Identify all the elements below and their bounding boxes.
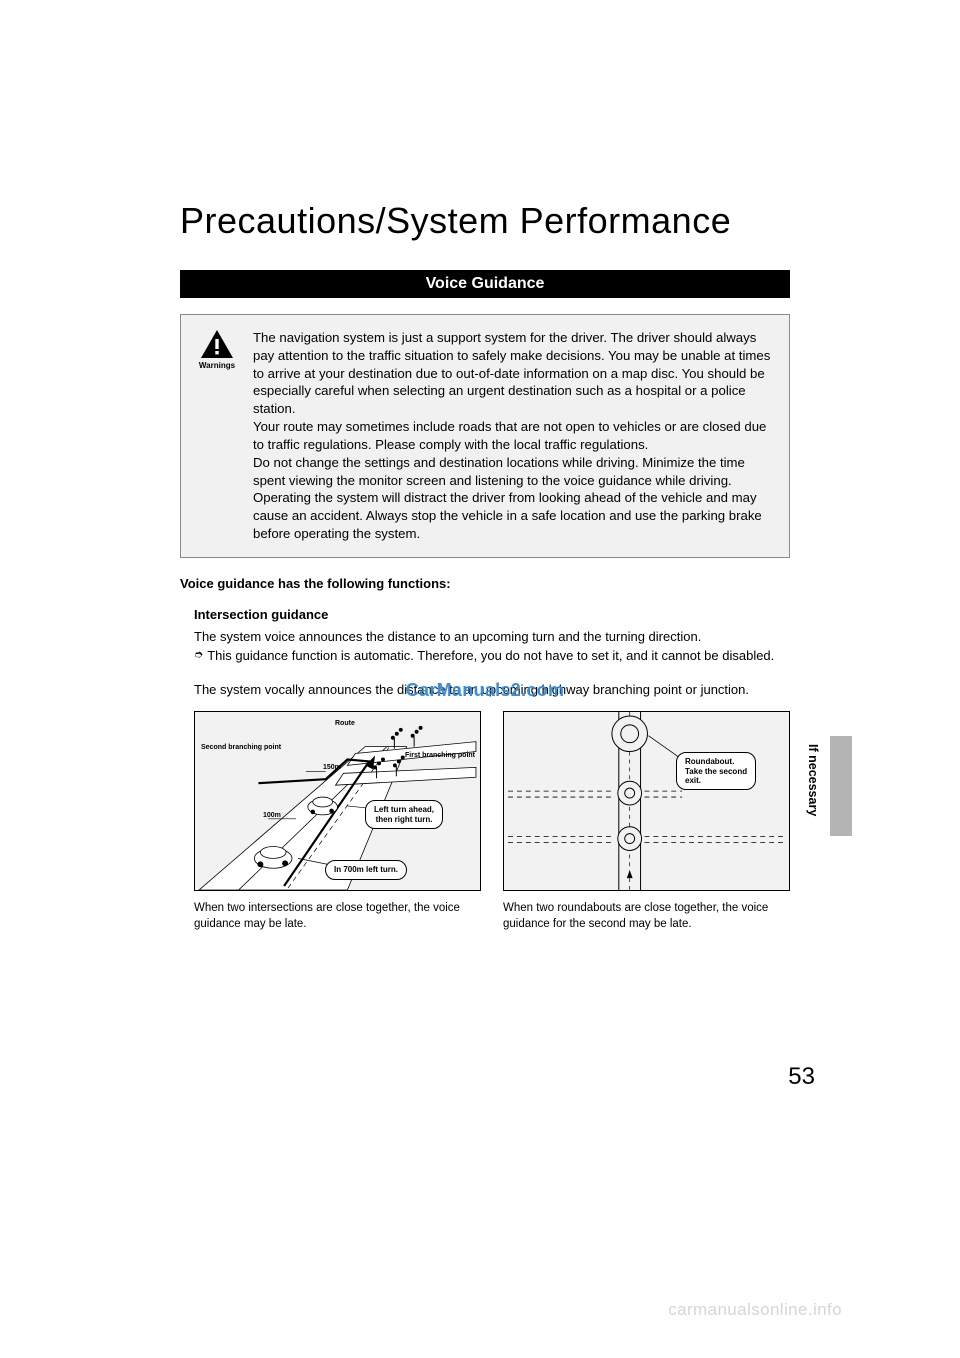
figure-right-caption: When two roundabouts are close together,… [503, 901, 790, 932]
callout-left-turn: Left turn ahead,then right turn. [365, 800, 443, 828]
section-heading-bar: Voice Guidance [180, 270, 790, 298]
bullet-text: This guidance function is automatic. The… [207, 647, 774, 665]
label-100m: 100m [263, 812, 281, 819]
bullet-icon: ➮ [194, 647, 203, 665]
footer-watermark: carmanualsonline.info [668, 1300, 842, 1320]
sub-heading: Intersection guidance [194, 607, 790, 622]
label-150m: 150m [323, 764, 341, 771]
warning-icon-block: Warnings [195, 329, 239, 543]
lead-text: Voice guidance has the following functio… [180, 576, 790, 591]
figure-right: Roundabout.Take the secondexit. When two… [503, 711, 790, 932]
warning-triangle-icon [200, 329, 234, 359]
side-label: If necessary [806, 744, 820, 816]
bullet-row: ➮ This guidance function is automatic. T… [194, 647, 790, 665]
warning-paragraph: Your route may sometimes include roads t… [253, 418, 773, 454]
warning-text: The navigation system is just a support … [253, 329, 773, 543]
figure-left-caption: When two intersections are close togethe… [194, 901, 481, 932]
page-title: Precautions/System Performance [180, 200, 790, 242]
figure-left: Route Second branching point First branc… [194, 711, 481, 932]
side-tab [830, 736, 852, 836]
figures-row: Route Second branching point First branc… [194, 711, 790, 932]
page-number: 53 [788, 1063, 815, 1091]
warning-label: Warnings [195, 361, 239, 370]
label-second-branch: Second branching point [201, 744, 281, 751]
warning-box: Warnings The navigation system is just a… [180, 314, 790, 558]
page: Precautions/System Performance Voice Gui… [0, 0, 960, 1358]
label-first-branch: First branching point [405, 752, 475, 759]
label-route: Route [335, 720, 355, 727]
body-text: The system voice announces the distance … [194, 628, 790, 646]
figure-left-frame: Route Second branching point First branc… [194, 711, 481, 891]
callout-roundabout: Roundabout.Take the secondexit. [676, 752, 756, 790]
roundabout-diagram-icon [504, 712, 789, 890]
figure-right-frame: Roundabout.Take the secondexit. [503, 711, 790, 891]
warning-paragraph: The navigation system is just a support … [253, 329, 773, 418]
warning-paragraph: Do not change the settings and destinati… [253, 454, 773, 543]
callout-700m: In 700m left turn. [325, 860, 407, 879]
